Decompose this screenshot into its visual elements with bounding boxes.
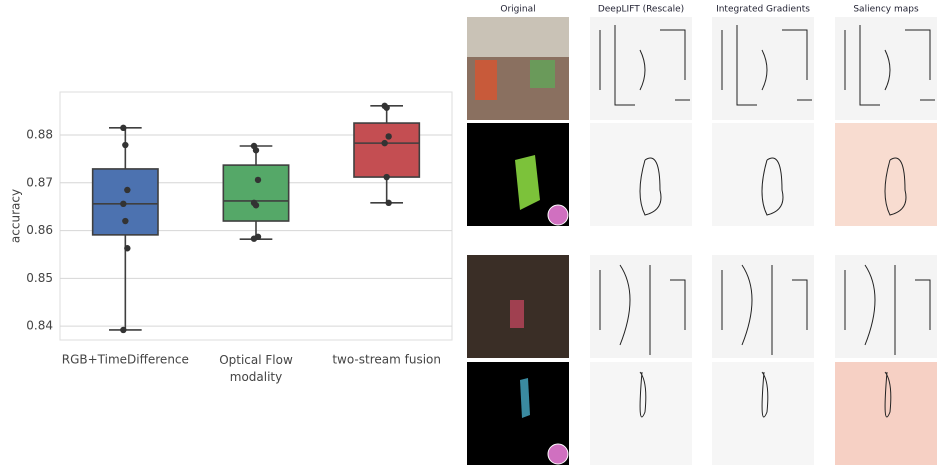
attribution-map xyxy=(835,255,937,358)
data-point xyxy=(120,124,127,132)
attribution-map xyxy=(712,362,814,465)
y-axis-label: accuracy xyxy=(9,189,23,243)
y-tick-label: 0.84 xyxy=(26,319,53,333)
attribution-map xyxy=(712,123,814,226)
flow-blob xyxy=(520,378,530,418)
color-wheel xyxy=(547,443,569,465)
image-panel xyxy=(467,17,937,465)
data-point xyxy=(385,133,392,140)
box xyxy=(353,122,421,178)
attribution-map xyxy=(590,123,692,226)
box xyxy=(222,164,290,222)
flow-blob xyxy=(515,155,540,210)
saliency-map xyxy=(835,123,937,226)
data-point xyxy=(381,139,388,147)
video-frame-chair xyxy=(530,60,555,88)
attribution-map xyxy=(712,17,814,120)
attribution-map xyxy=(590,17,692,120)
data-point xyxy=(252,202,260,209)
data-point xyxy=(124,186,131,194)
edge-contours xyxy=(599,25,935,418)
x-tick-label: two-stream fusion xyxy=(332,353,441,367)
y-tick-label: 0.85 xyxy=(26,271,53,285)
column-header: DeepLIFT (Rescale) xyxy=(598,5,684,15)
data-point xyxy=(120,326,127,334)
data-point xyxy=(254,176,262,184)
data-point xyxy=(383,173,390,181)
video-frame-chair xyxy=(475,60,497,100)
column-header: Saliency maps xyxy=(853,5,919,15)
attribution-map xyxy=(590,255,692,358)
data-point xyxy=(250,235,258,242)
y-tick-label: 0.86 xyxy=(26,223,53,237)
column-header: Original xyxy=(500,5,535,15)
data-point xyxy=(383,104,390,111)
y-tick-label: 0.87 xyxy=(26,175,53,189)
color-wheel xyxy=(547,204,569,226)
data-point xyxy=(385,199,392,207)
attribution-map xyxy=(712,255,814,358)
data-point xyxy=(122,141,129,149)
video-frame-object xyxy=(510,300,524,328)
video-frame-wall xyxy=(467,17,569,57)
data-point xyxy=(122,217,129,225)
x-tick-label: Optical Flow modality xyxy=(219,353,293,384)
x-tick-label: RGB+TimeDifference xyxy=(62,353,189,367)
data-point xyxy=(252,147,260,154)
data-point xyxy=(120,200,127,208)
column-header: Integrated Gradients xyxy=(716,5,810,15)
saliency-map xyxy=(835,362,937,465)
y-tick-label: 0.88 xyxy=(26,128,53,142)
attribution-map xyxy=(835,17,937,120)
data-point xyxy=(124,245,131,252)
attribution-map xyxy=(590,362,692,465)
